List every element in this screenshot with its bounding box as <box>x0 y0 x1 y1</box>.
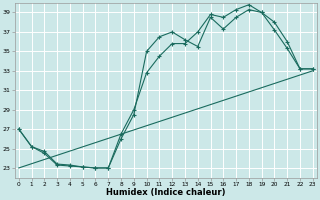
X-axis label: Humidex (Indice chaleur): Humidex (Indice chaleur) <box>106 188 226 197</box>
